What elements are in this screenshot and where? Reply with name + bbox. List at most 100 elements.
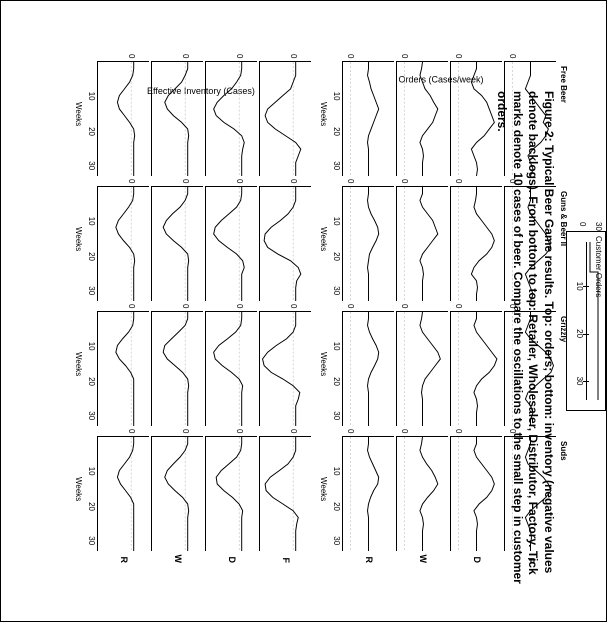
xtick: 20 (332, 377, 341, 386)
zero-label: 0 (127, 54, 136, 58)
inventory-col-1: 0 0 0 0102030Weeks (0, 186, 311, 306)
role-label-W: W (418, 555, 428, 564)
zero-label: 0 (235, 179, 244, 183)
xlabel: Weeks (319, 477, 328, 501)
xtick: 30 (332, 411, 341, 420)
xtick: 30 (332, 536, 341, 545)
role-label-R: R (364, 557, 374, 564)
xlabel: Weeks (319, 102, 328, 126)
zero-label: 0 (235, 54, 244, 58)
zero-label: 0 (508, 54, 517, 58)
role-label-F: F (281, 558, 291, 564)
inventory-panel-1-R: 0102030Weeks (97, 186, 149, 301)
zero-label: 0 (181, 304, 190, 308)
xlabel: Weeks (74, 227, 83, 251)
orders-panel-2-R: 0102030Weeks (342, 311, 394, 426)
orders-panel-2-W: 0 (396, 311, 448, 426)
legend-tick-20: 20 (575, 329, 584, 338)
inventory-panel-1-F: 0 (259, 186, 311, 301)
legend-tick-10: 10 (575, 282, 584, 291)
zero-label: 0 (346, 429, 355, 433)
xlabel: Weeks (74, 352, 83, 376)
col-title-0: Free Beer (559, 66, 568, 103)
orders-panel-3-R: 0R102030Weeks (342, 436, 394, 551)
xtick: 10 (332, 92, 341, 101)
inventory-panel-2-D: 0 (205, 311, 257, 426)
zero-label: 0 (454, 54, 463, 58)
xaxis-inventory-0: 10 20 30 (86, 62, 96, 176)
zero-label: 0 (400, 179, 409, 183)
xaxis-orders-3: 10 20 30 (331, 437, 341, 551)
inventory-panel-1-W: 0 (151, 186, 203, 301)
inventory-panel-0-W: 0 (151, 61, 203, 176)
xtick: 20 (87, 502, 96, 511)
role-label-W: W (173, 555, 183, 564)
customer-orders-legend: Customer Orders 30 0 10 20 30 (566, 231, 606, 411)
zero-label: 0 (454, 429, 463, 433)
zero-label: 0 (181, 429, 190, 433)
figure-caption: Figure 2: Typical Beer Game results. Top… (494, 91, 556, 591)
role-label-D: D (472, 557, 482, 564)
orders-panel-0-R: 0102030Weeks (342, 61, 394, 176)
xtick: 30 (332, 161, 341, 170)
inventory-panel-0-F: 0 (259, 61, 311, 176)
xtick: 20 (87, 377, 96, 386)
xtick: 10 (332, 342, 341, 351)
xtick: 30 (332, 286, 341, 295)
xtick: 20 (87, 252, 96, 261)
xtick: 10 (87, 467, 96, 476)
orders-panel-0-W: 0 (396, 61, 448, 176)
inventory-col-0: 0 0 0 0102030Weeks (0, 61, 311, 181)
zero-label: 0 (289, 304, 298, 308)
xtick: 10 (332, 217, 341, 226)
xaxis-orders-2: 10 20 30 (331, 312, 341, 426)
xtick: 30 (87, 411, 96, 420)
inventory-panel-3-D: 0D (205, 436, 257, 551)
xlabel: Weeks (74, 102, 83, 126)
xtick: 10 (332, 467, 341, 476)
inventory-col-3: 0F 0D 0W 0R102030Weeks (0, 436, 311, 556)
zero-label: 0 (289, 429, 298, 433)
xtick: 20 (332, 252, 341, 261)
inventory-panel-0-R: 0102030Weeks (97, 61, 149, 176)
xtick: 30 (87, 286, 96, 295)
xtick: 20 (332, 502, 341, 511)
zero-label: 0 (454, 304, 463, 308)
zero-label: 0 (127, 429, 136, 433)
zero-label: 0 (181, 54, 190, 58)
zero-label: 0 (454, 179, 463, 183)
col-title-1: Guns & Beer II (559, 191, 568, 246)
orders-panel-3-W: 0W (396, 436, 448, 551)
inventory-panel-3-F: 0F (259, 436, 311, 551)
role-label-D: D (227, 557, 237, 564)
xlabel: Weeks (74, 477, 83, 501)
inventory-panel-3-R: 0R102030Weeks (97, 436, 149, 551)
inventory-col-2: 0 0 0 0102030Weeks (0, 311, 311, 431)
xlabel: Weeks (319, 352, 328, 376)
col-title-3: Suds (559, 441, 568, 461)
inventory-panel-2-R: 0102030Weeks (97, 311, 149, 426)
inventory-panel-1-D: 0 (205, 186, 257, 301)
xtick: 30 (87, 161, 96, 170)
xlabel: Weeks (319, 227, 328, 251)
panel-grid: Orders (Cases/week) Effective Inventory … (86, 61, 556, 561)
zero-label: 0 (289, 179, 298, 183)
xaxis-inventory-2: 102030 (86, 312, 96, 426)
inventory-panel-2-W: 0 (151, 311, 203, 426)
role-label-R: R (119, 557, 129, 564)
col-title-2: Grizzly (559, 316, 568, 342)
xaxis-inventory-1: 102030 (86, 187, 96, 301)
xtick: 20 (87, 127, 96, 136)
zero-label: 0 (346, 54, 355, 58)
xtick: 10 (87, 92, 96, 101)
zero-label: 0 (346, 304, 355, 308)
legend-ylabel-top: 30 (594, 222, 603, 231)
xtick: 20 (332, 127, 341, 136)
zero-label: 0 (400, 54, 409, 58)
xaxis-orders-1: 10 20 30 (331, 187, 341, 301)
orders-panel-1-R: 0102030Weeks (342, 186, 394, 301)
xtick: 30 (87, 536, 96, 545)
zero-label: 0 (400, 304, 409, 308)
orders-panel-1-W: 0 (396, 186, 448, 301)
zero-label: 0 (400, 429, 409, 433)
